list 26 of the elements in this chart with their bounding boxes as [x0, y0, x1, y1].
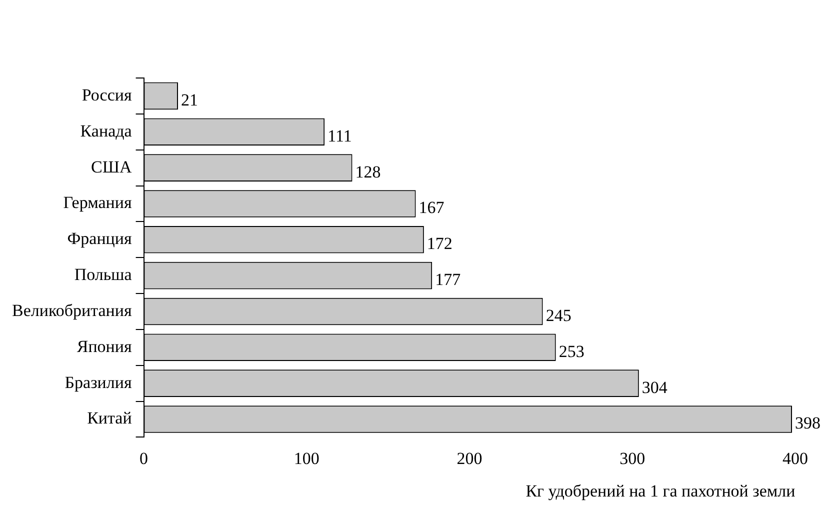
y-tick-label: Польша: [74, 265, 132, 284]
data-label: 111: [328, 126, 352, 146]
data-label: 253: [558, 342, 584, 361]
y-tick-label: Китай: [87, 408, 132, 428]
data-label: 245: [546, 306, 572, 325]
y-tick-label: Великобритания: [12, 300, 132, 320]
data-label: 128: [355, 162, 381, 182]
y-tick-label: Россия: [82, 85, 132, 104]
y-tick-label: Бразилия: [64, 372, 132, 392]
x-tick-label: 300: [620, 448, 646, 468]
x-tick-label: 100: [294, 448, 320, 468]
y-tick-label: Германия: [63, 193, 132, 212]
y-tick-label: США: [91, 157, 133, 176]
x-tick-label: 400: [782, 448, 808, 468]
data-label: 172: [426, 234, 452, 254]
data-label: 304: [642, 378, 668, 397]
x-tick-label: 0: [140, 448, 148, 468]
data-label: 177: [435, 270, 462, 290]
data-label: 21: [181, 90, 198, 110]
x-tick-label: 200: [456, 448, 482, 468]
data-label: 398: [794, 414, 820, 433]
y-tick-label: Франция: [67, 229, 132, 248]
data-label: 167: [418, 198, 445, 218]
y-tick-label: Канада: [80, 121, 132, 140]
y-tick-label: Япония: [76, 336, 132, 356]
x-axis-title: Кг удобрений на 1 га пахотной земли: [526, 481, 796, 500]
